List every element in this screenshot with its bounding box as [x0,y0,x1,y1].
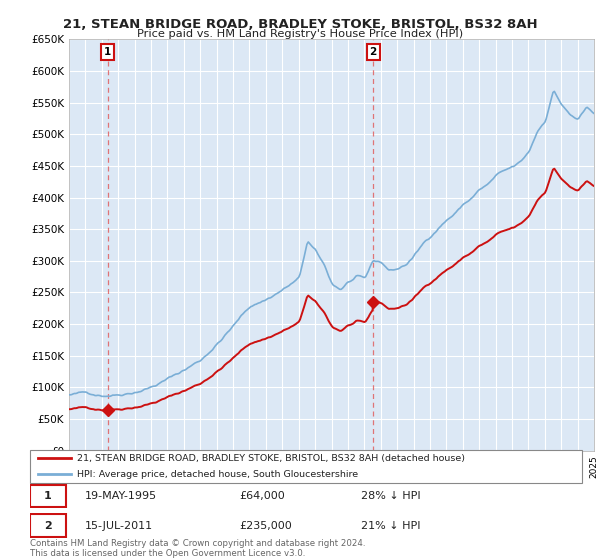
Text: £235,000: £235,000 [240,521,293,530]
Text: 15-JUL-2011: 15-JUL-2011 [85,521,154,530]
FancyBboxPatch shape [30,450,582,483]
Text: £64,000: £64,000 [240,491,286,501]
Text: HPI: Average price, detached house, South Gloucestershire: HPI: Average price, detached house, Sout… [77,470,358,479]
Text: 2: 2 [44,521,52,530]
FancyBboxPatch shape [30,484,66,507]
Text: 21, STEAN BRIDGE ROAD, BRADLEY STOKE, BRISTOL, BS32 8AH (detached house): 21, STEAN BRIDGE ROAD, BRADLEY STOKE, BR… [77,454,465,463]
Text: 1: 1 [44,491,52,501]
Text: 19-MAY-1995: 19-MAY-1995 [85,491,157,501]
Text: Price paid vs. HM Land Registry's House Price Index (HPI): Price paid vs. HM Land Registry's House … [137,29,463,39]
Text: 2: 2 [370,47,377,57]
Text: Contains HM Land Registry data © Crown copyright and database right 2024.
This d: Contains HM Land Registry data © Crown c… [30,539,365,558]
Text: 1: 1 [104,47,112,57]
Text: 28% ↓ HPI: 28% ↓ HPI [361,491,421,501]
Text: 21% ↓ HPI: 21% ↓ HPI [361,521,421,530]
FancyBboxPatch shape [30,514,66,537]
Text: 21, STEAN BRIDGE ROAD, BRADLEY STOKE, BRISTOL, BS32 8AH: 21, STEAN BRIDGE ROAD, BRADLEY STOKE, BR… [62,18,538,31]
